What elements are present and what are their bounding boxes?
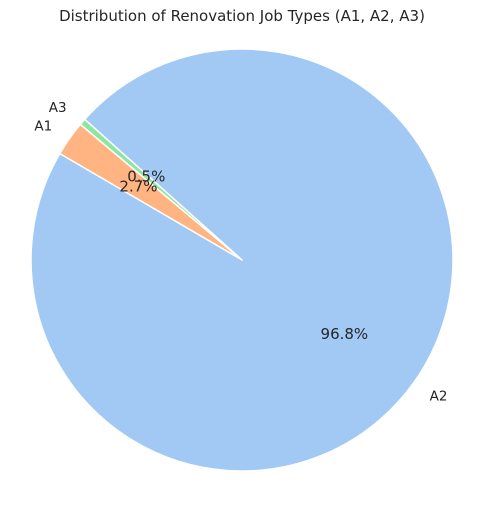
chart-title: Distribution of Renovation Job Types (A1… xyxy=(59,7,425,25)
slice-percent-a3: 0.5% xyxy=(127,168,165,186)
slice-label-a2: A2 xyxy=(430,389,448,405)
labels-layer: A1 2.7% A2 96.8% A3 0.5% xyxy=(34,100,447,405)
slice-percent-a1: 2.7% xyxy=(119,178,157,196)
slice-percent-a2: 96.8% xyxy=(321,325,369,343)
pie-slice-a3 xyxy=(79,118,243,261)
slice-label-a3: A3 xyxy=(49,100,67,116)
slice-label-a1: A1 xyxy=(34,118,52,134)
slices-layer xyxy=(30,48,454,472)
